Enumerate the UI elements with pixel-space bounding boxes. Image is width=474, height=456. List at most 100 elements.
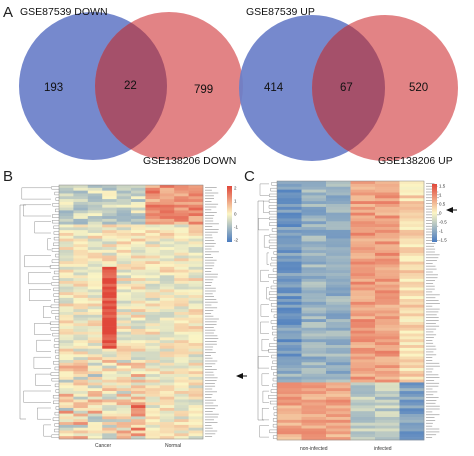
heatmap-cell <box>375 255 400 259</box>
heatmap-cell <box>399 336 425 340</box>
heatmap-cell <box>145 230 161 234</box>
heatmap-cell <box>174 379 189 383</box>
heatmap-cell <box>399 356 425 360</box>
heatmap-cell <box>159 433 175 437</box>
heatmap-cell <box>174 196 189 200</box>
heatmap-cell <box>73 252 89 256</box>
heatmap-cell <box>399 313 425 317</box>
heatmap-cell <box>59 436 74 440</box>
venn-down-overlap-count: 22 <box>124 80 137 92</box>
dendrogram-branch <box>273 372 277 376</box>
heatmap-cell <box>73 187 89 191</box>
heatmap-cell <box>350 227 376 231</box>
heatmap-cell <box>326 330 351 334</box>
heatmap-cell <box>326 250 351 254</box>
heatmap-cell <box>188 382 204 386</box>
heatmap-cell <box>399 353 425 357</box>
heatmap-cell <box>102 385 117 389</box>
heatmap-cell <box>277 195 302 199</box>
heatmap-cell <box>59 196 74 200</box>
heatmap-cell <box>102 374 117 378</box>
heatmap-cell <box>301 353 327 357</box>
heatmap-cell <box>188 289 204 293</box>
heatmap-cell <box>116 300 132 304</box>
heatmap-cell <box>131 278 146 282</box>
heatmap-cell <box>131 190 146 194</box>
heatmap-cell <box>277 376 302 380</box>
heatmap-cell <box>375 275 400 280</box>
heatmap-cell <box>174 275 189 279</box>
heatmap-cell <box>326 368 351 372</box>
heatmap-cell <box>301 307 327 311</box>
heatmap-cell <box>277 393 302 398</box>
heatmap-cell <box>131 303 146 307</box>
heatmap-cell <box>188 340 204 344</box>
heatmap-cell <box>59 416 74 420</box>
heatmap-cell <box>277 336 302 340</box>
heatmap-cell <box>159 374 175 378</box>
heatmap-cell <box>188 221 204 225</box>
heatmap-cell <box>145 201 161 206</box>
heatmap-cell <box>399 181 425 185</box>
heatmap-cell <box>301 365 327 369</box>
heatmap-cell <box>131 391 146 395</box>
heatmap-cell <box>116 210 132 214</box>
heatmap-cell <box>159 340 175 344</box>
heatmap-cell <box>131 345 146 349</box>
heatmap-cell <box>131 185 146 189</box>
heatmap-cell <box>59 376 74 381</box>
heatmap-b-dendrogram <box>19 186 59 438</box>
heatmap-cell <box>73 278 89 282</box>
heatmap-cell <box>159 303 175 307</box>
heatmap-cell <box>399 304 425 308</box>
heatmap-cell <box>145 405 161 409</box>
heatmap-cell <box>301 405 327 409</box>
venn-up-left-label: GSE87539 UP <box>246 6 315 18</box>
heatmap-cell <box>131 249 146 254</box>
heatmap-cell <box>59 374 74 378</box>
dendrogram-branch <box>269 245 277 249</box>
heatmap-cell <box>375 313 400 317</box>
heatmap-cell <box>375 186 400 190</box>
heatmap-cell <box>399 393 425 398</box>
heatmap-cell <box>277 373 302 377</box>
heatmap-cell <box>326 307 351 311</box>
dendrogram-branch <box>261 373 269 386</box>
heatmap-cell <box>375 414 400 418</box>
heatmap-cell <box>399 408 425 412</box>
heatmap-cell <box>73 365 89 369</box>
heatmap-cell <box>159 430 175 434</box>
heatmap-cell <box>87 255 103 259</box>
heatmap-cell <box>131 410 146 414</box>
heatmap-cell <box>174 193 189 197</box>
heatmap-cell <box>301 324 327 329</box>
heatmap-cell <box>326 224 351 228</box>
heatmap-cell <box>59 357 74 361</box>
heatmap-cell <box>145 320 161 324</box>
heatmap-cell <box>131 216 146 220</box>
heatmap-cell <box>188 232 204 237</box>
heatmap-cell <box>399 195 425 199</box>
legend-tick-label: -2 <box>234 238 238 243</box>
heatmap-cell <box>350 368 376 372</box>
heatmap-cell <box>145 232 161 237</box>
heatmap-cell <box>131 309 146 313</box>
heatmap-cell <box>87 196 103 200</box>
heatmap-cell <box>375 316 400 320</box>
heatmap-cell <box>102 286 117 290</box>
heatmap-cell <box>277 244 302 248</box>
heatmap-cell <box>159 379 175 383</box>
dendrogram-branch <box>273 337 277 341</box>
heatmap-cell <box>131 399 146 403</box>
heatmap-cell <box>174 238 189 242</box>
heatmap-cell <box>350 370 376 375</box>
heatmap-cell <box>399 229 425 234</box>
heatmap-cell <box>375 310 400 314</box>
heatmap-cell <box>159 292 175 296</box>
heatmap-cell <box>131 269 146 273</box>
heatmap-cell <box>375 192 400 196</box>
heatmap-cell <box>188 275 204 279</box>
heatmap-cell <box>87 264 103 268</box>
heatmap-cell <box>375 212 400 216</box>
heatmap-cell <box>399 411 425 415</box>
